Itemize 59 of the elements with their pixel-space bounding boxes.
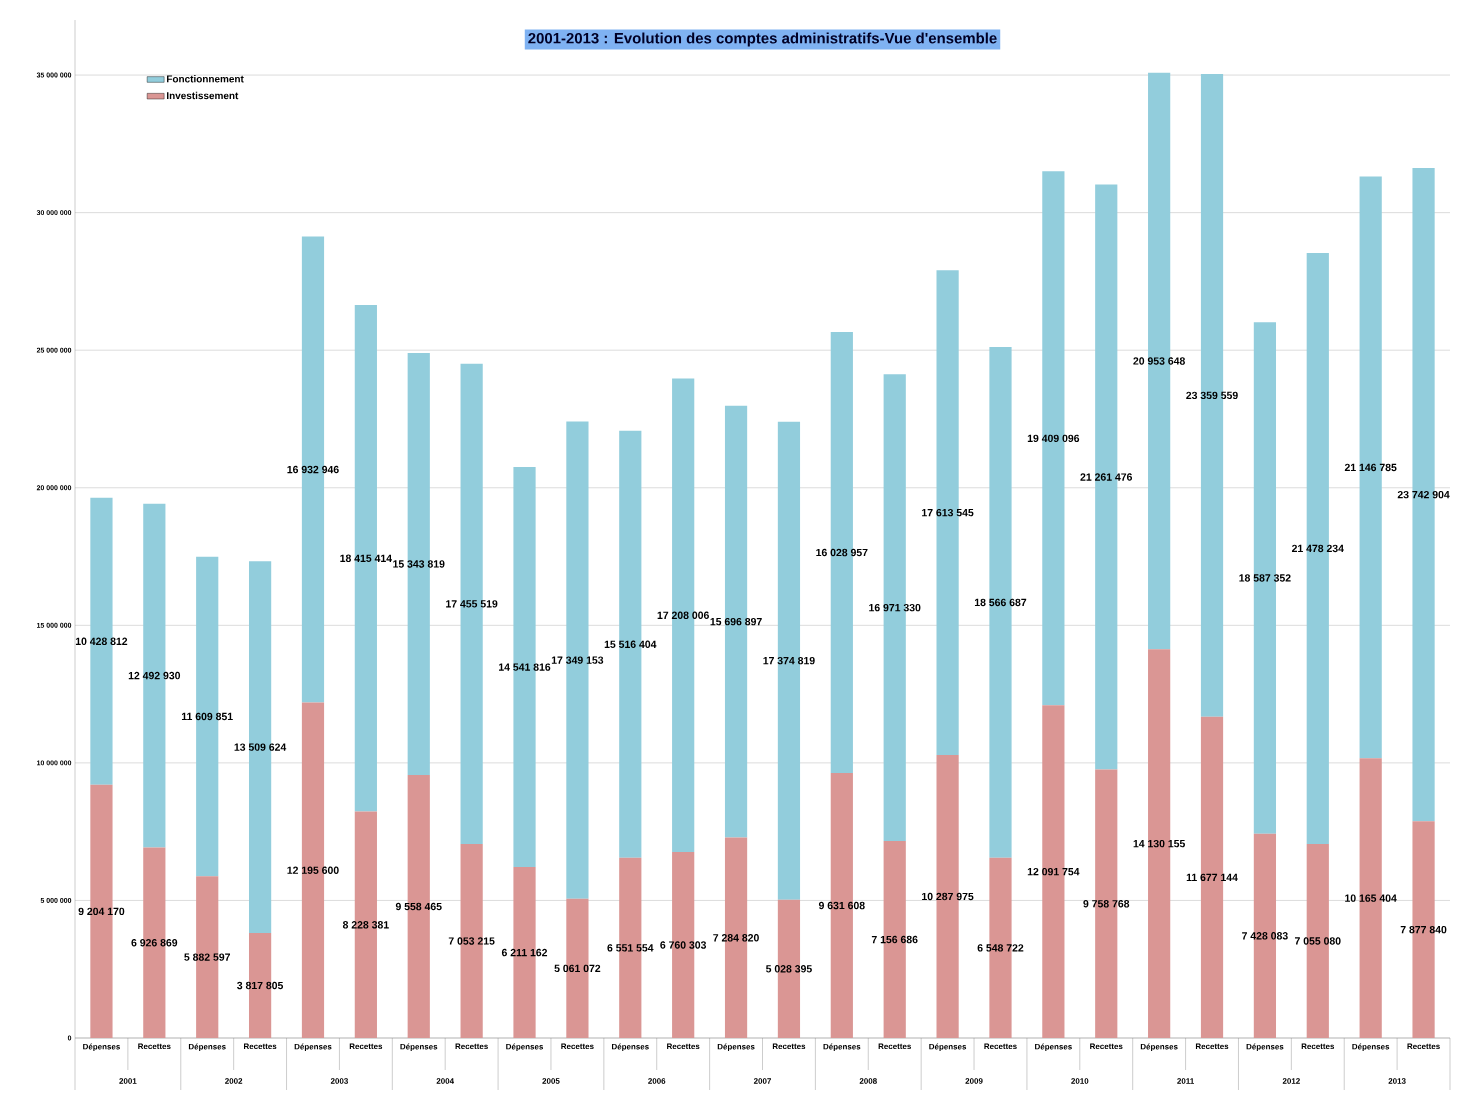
bar	[1306, 252, 1329, 844]
data-label: 23 359 559	[1186, 391, 1238, 400]
data-label: 6 548 722	[977, 944, 1024, 952]
data-label: 7 053 215	[448, 937, 495, 945]
data-label: 15 343 819	[393, 560, 445, 568]
data-label: 17 208 006	[657, 611, 709, 619]
data-label: 10 428 812	[75, 637, 128, 646]
data-label: 6 211 162	[501, 948, 548, 957]
data-label: 9 758 768	[1083, 900, 1130, 908]
data-label: 16 932 946	[287, 465, 339, 474]
data-label: 11 609 851	[181, 712, 233, 721]
data-label: 10 287 975	[922, 892, 974, 901]
data-label: 5 028 395	[766, 965, 812, 973]
data-label: 7 877 840	[1400, 925, 1447, 934]
data-label: 16 028 957	[816, 548, 868, 557]
data-label: 6 551 554	[607, 944, 654, 952]
bar	[460, 363, 483, 844]
data-label: 7 284 820	[713, 934, 759, 942]
data-label: 7 055 080	[1294, 937, 1341, 945]
data-label: 14 130 155	[1133, 839, 1185, 848]
data-label: 15 516 404	[604, 640, 657, 649]
data-label: 8 228 381	[342, 921, 389, 929]
data-label: 12 492 930	[128, 671, 181, 680]
data-label: 14 541 816	[499, 663, 551, 671]
data-label: 10 165 404	[1345, 894, 1397, 902]
data-label: 9 204 170	[78, 907, 125, 916]
data-label: 15 696 897	[710, 617, 762, 626]
text: 2001-2013 : Evolution des comptes administratifs-Vue d'ensemble	[528, 32, 997, 47]
data-label: 18 587 352	[1239, 574, 1291, 582]
data-label: 21 146 785	[1344, 463, 1397, 472]
data-label: 6 926 869	[131, 939, 178, 947]
data-label: 23 742 904	[1397, 490, 1450, 499]
data-label: 18 566 687	[974, 598, 1027, 607]
data-label: 6 760 303	[660, 941, 707, 949]
data-label: 16 971 330	[869, 603, 921, 612]
data-label: 5 882 597	[184, 953, 231, 961]
legend-label: Investissement	[167, 91, 239, 100]
data-label: 21 478 234	[1291, 544, 1344, 553]
data-label: 17 455 519	[446, 600, 498, 608]
data-label: 12 091 754	[1027, 867, 1080, 876]
data-label: 19 409 096	[1027, 434, 1080, 443]
data-label: 13 509 624	[234, 743, 287, 751]
data-label: 20 953 648	[1133, 357, 1185, 365]
data-label: 5 061 072	[554, 964, 601, 973]
data-label: 17 613 545	[922, 508, 974, 517]
data-label: 7 428 083	[1242, 932, 1288, 940]
data-label: 21 261 476	[1080, 473, 1133, 481]
data-label: 3 817 805	[237, 981, 284, 990]
data-label: 17 349 153	[551, 656, 604, 664]
legend-label: Fonctionnement	[167, 75, 244, 83]
data-label: 11 677 144	[1186, 873, 1238, 882]
data-label: 9 558 465	[395, 902, 442, 911]
data-label: 18 415 414	[340, 554, 392, 562]
data-label: 17 374 819	[763, 656, 815, 665]
bar	[936, 270, 959, 755]
data-label: 7 156 686	[871, 935, 918, 944]
data-label: 9 631 608	[818, 901, 865, 910]
data-label: 12 195 600	[287, 866, 339, 874]
bar	[830, 332, 853, 774]
